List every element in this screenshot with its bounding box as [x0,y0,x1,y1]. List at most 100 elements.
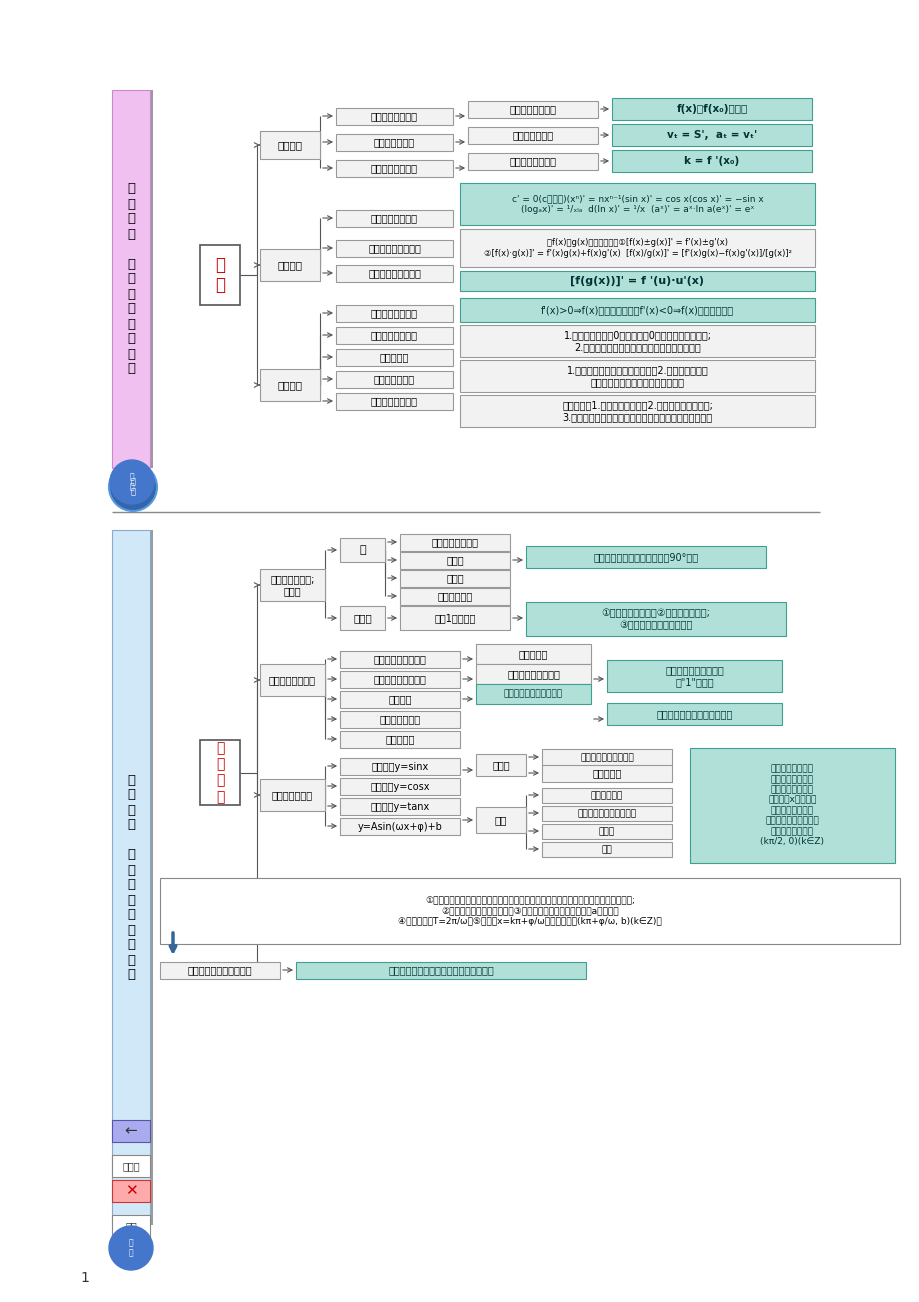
Text: c' = 0(c为常数)(xⁿ)' = nxⁿ⁻¹(sin x)' = cos x(cos x)' = −sin x
(logₐx)' = ¹/ₓₗₐ  d(l: c' = 0(c为常数)(xⁿ)' = nxⁿ⁻¹(sin x)' = cos … [511,194,763,214]
FancyBboxPatch shape [112,1155,150,1177]
FancyBboxPatch shape [260,249,320,281]
FancyBboxPatch shape [475,807,526,833]
Text: 1: 1 [80,1271,89,1285]
Text: [f(g(x))]' = f '(u)·u'(x): [f(g(x))]' = f '(u)·u'(x) [570,276,704,286]
FancyBboxPatch shape [260,569,324,602]
FancyBboxPatch shape [460,229,814,267]
FancyBboxPatch shape [468,154,597,171]
Text: 区别第一象限角、锐角、小于90°的角: 区别第一象限角、锐角、小于90°的角 [593,552,698,562]
Text: 对称轴（正切函数
除外）经过函数图
象的最高（或低）
点且垂直x轴的直线
对称中心是正余弦
函数图象的零点，正切
函数的对称中心为
(kπ/2, 0)(k∈Z): 对称轴（正切函数 除外）经过函数图 象的最高（或低） 点且垂直x轴的直线 对称中… [760,764,823,846]
FancyBboxPatch shape [400,570,509,587]
FancyBboxPatch shape [541,788,671,803]
Text: 函数的单调性研究: 函数的单调性研究 [370,309,417,319]
FancyBboxPatch shape [607,703,781,725]
Text: 平方关系、商的关系: 平方关系、商的关系 [506,669,560,680]
FancyBboxPatch shape [460,326,814,357]
Text: 三角函数线: 三角函数线 [518,648,548,659]
Text: 导数概念: 导数概念 [278,141,302,150]
Text: 导
数: 导 数 [215,255,225,294]
FancyBboxPatch shape [335,240,452,256]
Text: 最值: 最值 [601,845,612,854]
Text: 公式正用、逆用、变形
及"1"的代换: 公式正用、逆用、变形 及"1"的代换 [664,665,723,686]
Text: 角: 角 [358,546,366,555]
FancyBboxPatch shape [112,530,150,1225]
Text: 函数的瞬时变化率: 函数的瞬时变化率 [509,104,556,115]
FancyBboxPatch shape [335,160,452,177]
Text: ①角度与弧度互化；②特殊角的弧度数;
③弧长公式、扇形面积公式: ①角度与弧度互化；②特殊角的弧度数; ③弧长公式、扇形面积公式 [601,608,709,630]
FancyBboxPatch shape [460,395,814,427]
FancyBboxPatch shape [400,589,509,605]
FancyBboxPatch shape [340,798,460,815]
FancyBboxPatch shape [607,660,781,691]
Text: 下
一: 下 一 [129,1238,133,1258]
Text: vₜ = S',  aₜ = vₜ': vₜ = S', aₜ = vₜ' [666,130,756,141]
FancyBboxPatch shape [541,806,671,822]
Text: 任意角的三角函数: 任意角的三角函数 [268,674,315,685]
FancyBboxPatch shape [468,128,597,145]
Text: ①图象可由正弦曲线经过平移、伸缩得到，但要注意先平移后伸缩与先伸缩后平移不同;
②图象也可以用五点作图法；③用整体代换法单独区间（注意a的符号）
④最小正周期T: ①图象可由正弦曲线经过平移、伸缩得到，但要注意先平移后伸缩与先伸缩后平移不同; … [398,896,661,926]
Text: 单调性、奇偶性、周期性: 单调性、奇偶性、周期性 [577,809,636,818]
FancyBboxPatch shape [460,359,814,392]
Text: 任意角三角函数定义: 任意角三角函数定义 [373,655,426,664]
Text: 三
角
函
数: 三 角 函 数 [216,741,224,803]
FancyBboxPatch shape [340,818,460,835]
FancyBboxPatch shape [475,664,590,684]
Text: 弧度制: 弧度制 [353,613,371,622]
FancyBboxPatch shape [526,602,785,635]
FancyBboxPatch shape [340,605,384,630]
FancyBboxPatch shape [400,552,509,569]
FancyBboxPatch shape [260,368,320,401]
FancyBboxPatch shape [541,766,671,783]
FancyBboxPatch shape [541,749,671,766]
Text: f'(x)>0⇒f(x)在该区间递增，f'(x)<0⇒f(x)在该区间递减: f'(x)>0⇒f(x)在该区间递增，f'(x)<0⇒f(x)在该区间递减 [540,305,733,315]
Text: 第
三
部
分

三
角
函
数
与
平
面
向
量: 第 三 部 分 三 角 函 数 与 平 面 向 量 [127,773,135,982]
Text: 和（差）角公式: 和（差）角公式 [379,715,420,724]
FancyBboxPatch shape [335,393,452,410]
FancyBboxPatch shape [541,842,671,857]
FancyBboxPatch shape [541,824,671,838]
Text: 1.曲线上某点处切线，只有一条；2.过某点的曲线的
切线不一定只一条，要设切点坐标。: 1.曲线上某点处切线，只有一条；2.过某点的曲线的 切线不一定只一条，要设切点坐… [566,365,708,387]
Text: 作图象: 作图象 [492,760,509,769]
Text: 三角函数模型的简单应用: 三角函数模型的简单应用 [187,966,252,975]
Text: 运动的平均速度: 运动的平均速度 [373,138,414,147]
Text: 正切函数y=tanx: 正切函数y=tanx [370,802,429,811]
Text: 定义1弧度的角: 定义1弧度的角 [434,613,475,622]
Text: 曲线的切线的斜率: 曲线的切线的斜率 [509,156,556,167]
FancyBboxPatch shape [112,1215,150,1237]
Text: ←: ← [124,1124,137,1138]
Text: 描点法（五点作图法）: 描点法（五点作图法） [580,753,633,762]
FancyBboxPatch shape [335,305,452,322]
Text: 对称性: 对称性 [598,827,615,836]
FancyBboxPatch shape [340,538,384,562]
Text: 三角函数的图象: 三角函数的图象 [272,790,312,799]
FancyBboxPatch shape [112,1120,150,1142]
Text: ✕: ✕ [124,1184,137,1199]
FancyBboxPatch shape [460,184,814,225]
FancyBboxPatch shape [611,98,811,120]
Text: 函数的平均变化率: 函数的平均变化率 [370,112,417,121]
FancyBboxPatch shape [112,90,150,467]
FancyBboxPatch shape [400,534,509,551]
Text: 正弦函数y=sinx: 正弦函数y=sinx [371,762,428,772]
FancyBboxPatch shape [112,1180,150,1202]
Text: 基本初等函数求导: 基本初等函数求导 [370,214,417,224]
FancyBboxPatch shape [260,664,324,697]
Circle shape [110,460,153,504]
Circle shape [108,464,157,510]
Text: 同角三角函数的关系: 同角三角函数的关系 [373,674,426,685]
FancyBboxPatch shape [340,730,460,749]
Text: 导数的四则运算法则: 导数的四则运算法则 [368,243,421,254]
Text: 二倍角公式: 二倍角公式 [385,734,414,745]
FancyBboxPatch shape [689,749,894,863]
Text: 下
一: 下 一 [130,478,135,496]
FancyBboxPatch shape [526,546,766,568]
Text: 几何作图法: 几何作图法 [592,768,621,779]
FancyBboxPatch shape [611,150,811,172]
Text: 简单复合函数的导数: 简单复合函数的导数 [368,268,421,279]
FancyBboxPatch shape [400,605,509,630]
Text: 终边相同的角: 终边相同的角 [437,591,472,602]
FancyBboxPatch shape [335,371,452,388]
FancyBboxPatch shape [460,271,814,292]
FancyBboxPatch shape [199,740,240,805]
Text: k = f '(x₀): k = f '(x₀) [684,156,739,165]
